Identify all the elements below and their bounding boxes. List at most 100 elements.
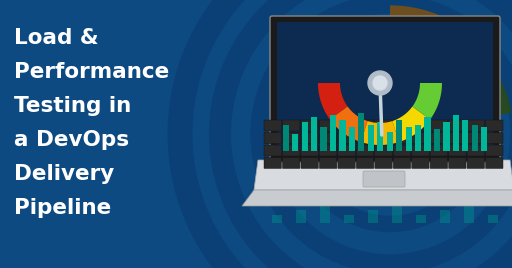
FancyBboxPatch shape bbox=[393, 145, 411, 156]
Polygon shape bbox=[242, 190, 512, 206]
Bar bbox=[387, 132, 393, 151]
Polygon shape bbox=[254, 160, 512, 190]
FancyBboxPatch shape bbox=[467, 145, 484, 156]
FancyBboxPatch shape bbox=[356, 158, 374, 169]
FancyBboxPatch shape bbox=[264, 120, 282, 131]
FancyBboxPatch shape bbox=[485, 120, 503, 131]
FancyBboxPatch shape bbox=[467, 120, 484, 131]
FancyBboxPatch shape bbox=[375, 145, 392, 156]
FancyBboxPatch shape bbox=[270, 16, 500, 162]
FancyBboxPatch shape bbox=[264, 158, 282, 169]
Polygon shape bbox=[361, 121, 399, 145]
FancyBboxPatch shape bbox=[485, 132, 503, 143]
Bar bbox=[481, 127, 487, 151]
FancyBboxPatch shape bbox=[412, 158, 429, 169]
FancyBboxPatch shape bbox=[356, 132, 374, 143]
FancyBboxPatch shape bbox=[412, 145, 429, 156]
Circle shape bbox=[368, 71, 392, 95]
FancyBboxPatch shape bbox=[356, 145, 374, 156]
Bar bbox=[396, 120, 402, 151]
Bar bbox=[330, 115, 336, 151]
Bar bbox=[320, 205, 330, 223]
Text: Performance: Performance bbox=[14, 62, 169, 82]
FancyBboxPatch shape bbox=[283, 145, 300, 156]
FancyBboxPatch shape bbox=[393, 132, 411, 143]
Bar bbox=[339, 120, 346, 151]
FancyBboxPatch shape bbox=[319, 145, 337, 156]
Bar bbox=[377, 122, 383, 151]
Bar bbox=[415, 125, 421, 151]
FancyBboxPatch shape bbox=[375, 120, 392, 131]
Bar bbox=[283, 125, 289, 151]
FancyBboxPatch shape bbox=[338, 145, 355, 156]
Bar bbox=[368, 125, 374, 151]
FancyBboxPatch shape bbox=[393, 120, 411, 131]
Wedge shape bbox=[390, 5, 488, 65]
Bar bbox=[296, 210, 306, 223]
Text: Testing in: Testing in bbox=[14, 96, 131, 116]
FancyBboxPatch shape bbox=[319, 158, 337, 169]
Text: Load &: Load & bbox=[14, 28, 99, 48]
Bar bbox=[443, 122, 450, 151]
FancyBboxPatch shape bbox=[283, 132, 300, 143]
FancyBboxPatch shape bbox=[393, 158, 411, 169]
Polygon shape bbox=[318, 83, 348, 120]
FancyBboxPatch shape bbox=[449, 145, 466, 156]
FancyBboxPatch shape bbox=[283, 120, 300, 131]
Circle shape bbox=[373, 76, 387, 90]
Bar bbox=[272, 215, 282, 223]
FancyBboxPatch shape bbox=[412, 120, 429, 131]
FancyBboxPatch shape bbox=[467, 132, 484, 143]
Bar bbox=[434, 129, 440, 151]
Bar bbox=[440, 210, 450, 223]
Polygon shape bbox=[330, 106, 368, 142]
FancyBboxPatch shape bbox=[375, 158, 392, 169]
FancyBboxPatch shape bbox=[449, 120, 466, 131]
Bar bbox=[302, 122, 308, 151]
FancyBboxPatch shape bbox=[430, 132, 447, 143]
Bar bbox=[344, 215, 354, 223]
Polygon shape bbox=[412, 83, 442, 120]
FancyBboxPatch shape bbox=[319, 120, 337, 131]
FancyBboxPatch shape bbox=[485, 145, 503, 156]
Bar bbox=[416, 215, 426, 223]
Bar bbox=[321, 127, 327, 151]
FancyBboxPatch shape bbox=[283, 158, 300, 169]
Bar bbox=[406, 127, 412, 151]
FancyBboxPatch shape bbox=[301, 132, 318, 143]
FancyBboxPatch shape bbox=[338, 132, 355, 143]
FancyBboxPatch shape bbox=[301, 158, 318, 169]
FancyBboxPatch shape bbox=[301, 120, 318, 131]
FancyBboxPatch shape bbox=[430, 158, 447, 169]
FancyBboxPatch shape bbox=[264, 132, 282, 143]
FancyBboxPatch shape bbox=[467, 158, 484, 169]
FancyBboxPatch shape bbox=[319, 132, 337, 143]
Bar bbox=[358, 113, 365, 151]
FancyBboxPatch shape bbox=[264, 145, 282, 156]
Bar bbox=[311, 117, 317, 151]
FancyBboxPatch shape bbox=[449, 132, 466, 143]
FancyBboxPatch shape bbox=[430, 120, 447, 131]
Bar bbox=[453, 115, 459, 151]
Bar bbox=[462, 120, 468, 151]
Bar bbox=[464, 205, 474, 223]
FancyBboxPatch shape bbox=[356, 120, 374, 131]
Bar bbox=[349, 127, 355, 151]
Bar bbox=[488, 215, 498, 223]
FancyBboxPatch shape bbox=[430, 145, 447, 156]
Bar bbox=[472, 125, 478, 151]
FancyBboxPatch shape bbox=[412, 132, 429, 143]
FancyBboxPatch shape bbox=[277, 22, 493, 155]
Wedge shape bbox=[390, 38, 464, 84]
Bar bbox=[392, 205, 402, 223]
FancyBboxPatch shape bbox=[449, 158, 466, 169]
FancyBboxPatch shape bbox=[338, 120, 355, 131]
FancyBboxPatch shape bbox=[363, 171, 405, 187]
Bar bbox=[424, 117, 431, 151]
Bar bbox=[292, 134, 298, 151]
Text: a DevOps: a DevOps bbox=[14, 130, 129, 150]
Bar bbox=[368, 210, 378, 223]
Polygon shape bbox=[392, 106, 430, 142]
Wedge shape bbox=[466, 55, 511, 117]
FancyBboxPatch shape bbox=[375, 132, 392, 143]
